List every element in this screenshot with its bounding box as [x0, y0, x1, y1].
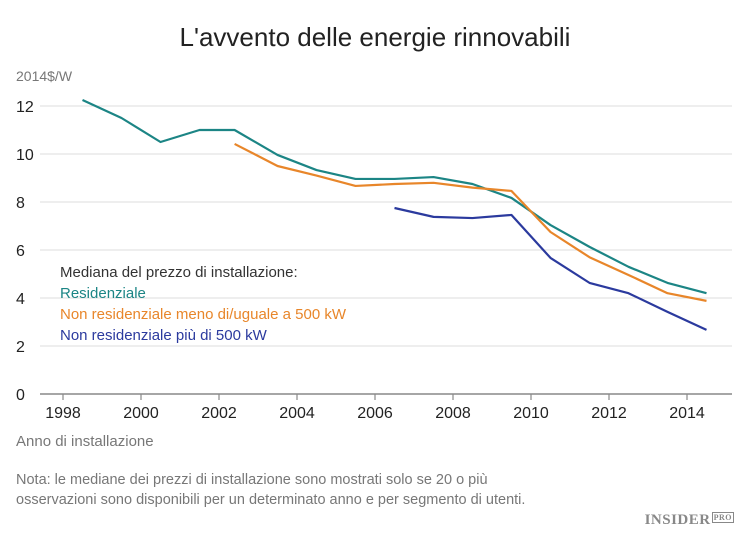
series-line-1 [234, 142, 707, 302]
y-tick-label: 6 [16, 243, 25, 260]
x-tick-label: 2014 [669, 405, 705, 422]
chart-title: L'avvento delle energie rinnovabili [179, 22, 571, 52]
legend-title: Mediana del prezzo di installazione: [60, 264, 298, 281]
logo-text: INSIDER [644, 512, 711, 528]
y-tick-label: 8 [16, 195, 25, 212]
y-axis-label: 2014$/W [16, 68, 73, 84]
legend-item-non-residenziale-large: Non residenziale più di 500 kW [60, 327, 267, 344]
x-axis-label: Anno di installazione [16, 433, 154, 450]
x-tick-label: 2002 [201, 405, 237, 422]
legend: Mediana del prezzo di installazione: Res… [60, 262, 346, 346]
footnote: Nota: le mediane dei prezzi di installaz… [16, 472, 526, 508]
logo-sub: PRO [711, 512, 734, 523]
series-line-2 [394, 206, 707, 331]
x-tick-label: 2000 [123, 405, 159, 422]
legend-item-residenziale: Residenziale [60, 285, 146, 302]
x-tick-label: 2006 [357, 405, 393, 422]
y-tick-label: 0 [16, 387, 25, 404]
series-line-0 [82, 99, 707, 295]
x-tick-label: 1998 [45, 405, 81, 422]
y-tick-label: 10 [16, 147, 34, 164]
y-tick-label: 4 [16, 291, 25, 308]
x-tick-label: 2010 [513, 405, 549, 422]
legend-item-non-residenziale-small: Non residenziale meno di/uguale a 500 kW [60, 306, 347, 323]
y-tick-label: 2 [16, 339, 25, 356]
insider-pro-logo: INSIDER PRO [645, 512, 734, 529]
x-tick-label: 2004 [279, 405, 315, 422]
x-tick-label: 2012 [591, 405, 627, 422]
x-tick-label: 2008 [435, 405, 471, 422]
y-tick-label: 12 [16, 99, 34, 116]
